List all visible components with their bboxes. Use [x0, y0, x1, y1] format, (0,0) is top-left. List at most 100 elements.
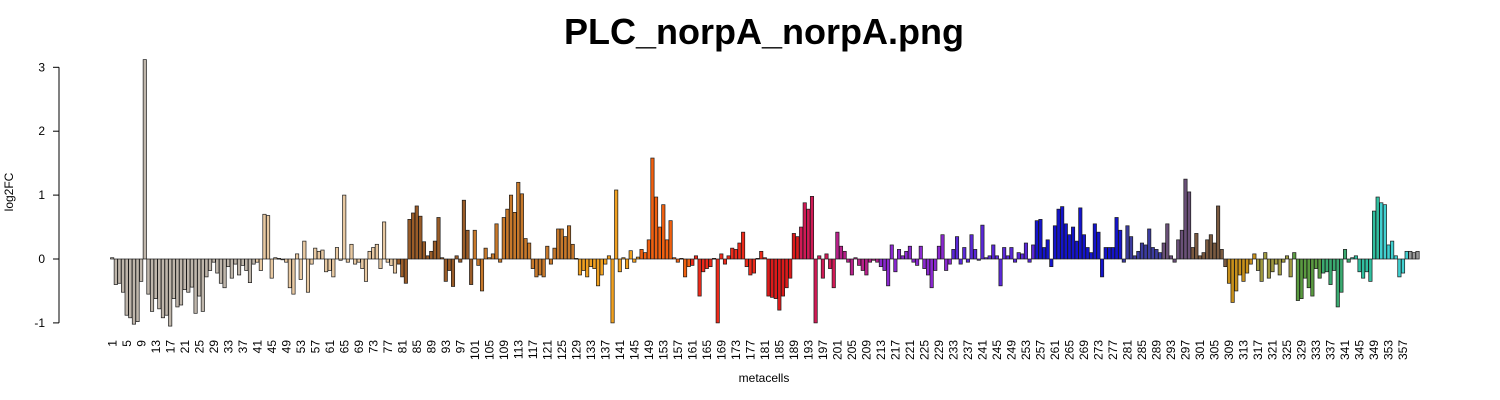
bar-metacell-135	[596, 258, 601, 287]
x-tick-label: 153	[656, 340, 670, 360]
bar-metacell-123	[552, 247, 557, 260]
bar-metacell-234	[955, 236, 960, 260]
bar-metacell-237	[965, 258, 970, 263]
bar-metacell-177	[748, 258, 753, 276]
y-axis: -1 0 1 2 3	[34, 60, 60, 330]
bar-metacell-360	[1411, 252, 1416, 260]
bar-metacell-99	[465, 229, 470, 260]
bar-metacell-296	[1179, 229, 1184, 260]
bar-metacell-185	[777, 258, 782, 311]
bar-metacell-199	[828, 258, 833, 269]
bar-metacell-65	[342, 194, 347, 260]
bar-metacell-71	[363, 258, 369, 282]
bar-metacell-250	[1013, 258, 1018, 263]
bar-metacell-139	[610, 258, 615, 324]
x-tick-label: 241	[976, 340, 990, 360]
bar-metacell-314	[1245, 258, 1250, 274]
bar-metacell-165	[704, 258, 709, 269]
bar-metacell-170	[722, 258, 727, 265]
bar-metacell-227	[929, 258, 934, 289]
bar-metacell-230	[940, 234, 945, 260]
bar-metacell-211	[871, 258, 876, 261]
bar-metacell-244	[991, 244, 996, 260]
bar-metacell-98	[461, 199, 466, 260]
bar-metacell-169	[719, 253, 724, 260]
bar-metacell-104	[483, 247, 488, 260]
x-tick-label: 309	[1222, 340, 1236, 360]
bar-metacell-344	[1353, 255, 1358, 260]
bar-metacell-309	[1226, 258, 1231, 284]
bar-metacell-106	[490, 253, 495, 260]
bar-metacell-254	[1027, 258, 1032, 263]
x-tick-label: 33	[221, 340, 235, 354]
x-tick-label: 57	[308, 340, 322, 354]
bar-metacell-54	[302, 240, 307, 260]
bar-metacell-154	[664, 239, 669, 260]
bar-metacell-115	[523, 238, 528, 260]
y-tick-label: -1	[34, 316, 45, 330]
bar-metacell-311	[1234, 258, 1239, 292]
bar-metacell-277	[1110, 247, 1115, 260]
x-tick-label: 325	[1280, 340, 1294, 360]
bar-metacell-69	[356, 258, 361, 263]
x-tick-label: 37	[236, 340, 250, 354]
bar-metacell-57	[313, 247, 318, 260]
bar-metacell-24	[193, 258, 198, 314]
bar-metacell-49	[284, 258, 289, 263]
bar-metacell-129	[574, 258, 579, 260]
bar-metacell-168	[715, 258, 720, 324]
x-tick-label: 305	[1208, 340, 1222, 360]
x-tick-label: 181	[758, 340, 772, 360]
bar-metacell-30	[215, 258, 220, 274]
bar-metacell-251	[1016, 252, 1021, 260]
bar-metacell-353	[1386, 244, 1391, 260]
bar-metacell-272	[1092, 223, 1097, 260]
x-tick-label: 213	[874, 340, 888, 360]
x-tick-label: 209	[860, 340, 874, 360]
bar-metacell-45	[269, 258, 274, 279]
bar-metacell-350	[1375, 196, 1380, 260]
x-tick-label: 109	[497, 340, 511, 360]
bar-metacell-325	[1284, 255, 1290, 260]
bar-metacell-190	[795, 236, 800, 260]
bar-metacell-158	[679, 258, 684, 260]
bar-metacell-331	[1306, 258, 1311, 289]
bar-metacell-140	[614, 189, 619, 260]
bar-metacell-235	[958, 258, 963, 265]
bar-metacell-301	[1197, 255, 1202, 260]
bar-metacell-216	[889, 244, 894, 260]
bar-metacell-146	[635, 256, 640, 260]
x-tick-label: 101	[468, 340, 482, 360]
x-tick-label: 353	[1382, 340, 1396, 360]
bar-metacell-215	[886, 258, 891, 287]
x-tick-label: 113	[511, 340, 525, 359]
bar-metacell-136	[599, 258, 604, 276]
bar-metacell-180	[759, 250, 764, 260]
bar-metacell-179	[755, 258, 760, 260]
x-tick-label: 161	[685, 340, 699, 360]
bar-metacell-178	[751, 258, 756, 274]
x-tick-label: 333	[1309, 340, 1323, 360]
bar-metacell-55	[305, 258, 310, 293]
bar-metacell-5	[124, 258, 129, 316]
x-tick-label: 201	[831, 340, 845, 360]
bar-metacell-312	[1237, 258, 1242, 276]
bar-metacell-181	[762, 257, 767, 260]
bar-metacell-318	[1259, 258, 1264, 282]
bar-metacell-338	[1332, 258, 1337, 271]
bar-metacell-221	[907, 245, 912, 260]
x-tick-label: 81	[395, 340, 409, 354]
x-tick-label: 157	[671, 340, 685, 360]
bar-metacell-51	[291, 258, 296, 295]
bar-metacell-257	[1038, 219, 1043, 260]
bar-metacell-316	[1252, 253, 1257, 260]
x-tick-label: 177	[744, 340, 758, 360]
bar-metacell-8	[135, 258, 140, 322]
bar-metacell-149	[646, 239, 651, 260]
bar-metacell-34	[229, 258, 234, 279]
x-tick-label: 329	[1295, 340, 1309, 360]
bar-metacell-228	[933, 258, 938, 271]
x-tick-label: 269	[1077, 340, 1091, 360]
bar-metacell-120	[541, 258, 546, 278]
bar-metacell-222	[911, 258, 916, 263]
